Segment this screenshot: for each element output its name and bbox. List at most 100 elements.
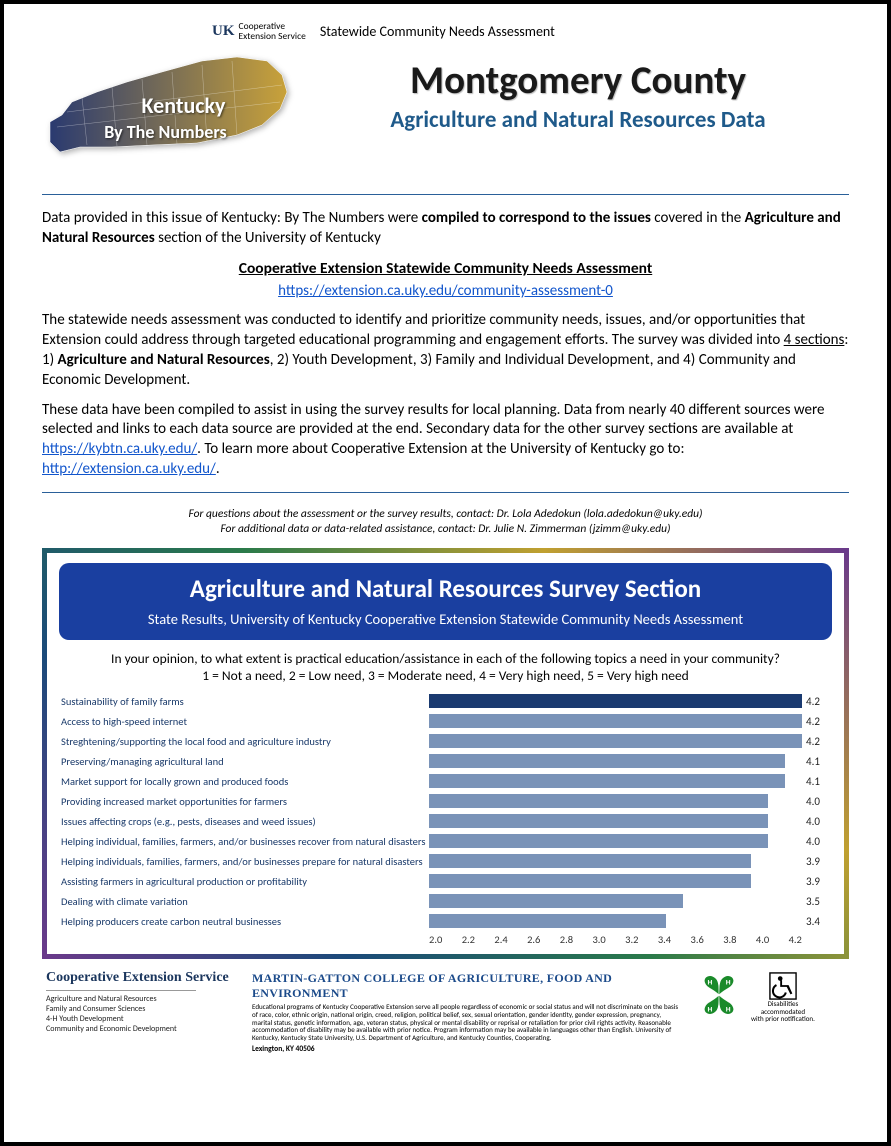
page-subtitle: Agriculture and Natural Resources Data <box>307 106 849 134</box>
footer-left-list: Agriculture and Natural ResourcesFamily … <box>46 994 236 1034</box>
chart-row: Helping individuals, families, farmers, … <box>59 853 832 870</box>
clover-icon: H H H H <box>695 971 743 1024</box>
county-title: Montgomery County <box>307 57 849 104</box>
chart-bar <box>429 914 666 928</box>
chart-bar <box>429 894 683 908</box>
assessment-link[interactable]: https://extension.ca.uky.edu/community-a… <box>278 282 613 300</box>
header-subtitle: Statewide Community Needs Assessment <box>320 23 555 40</box>
chart-row: Access to high-speed internet 4.2 <box>59 713 832 730</box>
axis-tick: 3.0 <box>592 933 605 946</box>
chart-bar-label: Helping individuals, families, farmers, … <box>59 855 429 868</box>
intro-p3: These data have been compiled to assist … <box>42 401 849 480</box>
footer-right: H H H H Disabilities accommodated with pri… <box>695 971 845 1024</box>
chart-bar <box>429 734 802 748</box>
chart-row: Dealing with climate variation 3.5 <box>59 893 832 910</box>
chart-x-axis: 2.02.22.42.62.83.03.23.43.63.84.04.2 <box>429 933 802 946</box>
axis-tick: 4.0 <box>756 933 769 946</box>
svg-text:H: H <box>707 1006 712 1013</box>
map-text-line1: Kentucky <box>142 92 226 119</box>
axis-tick: 3.8 <box>723 933 736 946</box>
divider <box>42 492 849 493</box>
map-text-line2: By The Numbers <box>104 121 226 143</box>
chart-row: Assisting farmers in agricultural produc… <box>59 873 832 890</box>
footer-mid-text: Educational programs of Kentucky Coopera… <box>252 1003 679 1042</box>
chart-bar <box>429 854 751 868</box>
survey-banner-sub: State Results, University of Kentucky Co… <box>71 610 820 628</box>
chart-bar-value: 4.0 <box>806 835 832 848</box>
chart-bar-label: Providing increased market opportunities… <box>59 795 429 808</box>
chart-row: Helping producers create carbon neutral … <box>59 913 832 930</box>
survey-bar-chart: Sustainability of family farms4.2Access … <box>59 693 832 930</box>
chart-bar-label: Assisting farmers in agricultural produc… <box>59 875 429 888</box>
chart-bar-value: 3.9 <box>806 875 832 888</box>
contact-block: For questions about the assessment or th… <box>42 507 849 538</box>
chart-bar-value: 4.1 <box>806 755 832 768</box>
chart-bar <box>429 834 768 848</box>
footer-list-item: Community and Economic Development <box>46 1024 236 1034</box>
kentucky-map-graphic: Kentucky By The Numbers <box>42 47 297 182</box>
divider <box>42 194 849 195</box>
chart-bar <box>429 794 768 808</box>
chart-row: Helping individual, families, farmers, a… <box>59 833 832 850</box>
assessment-title: Cooperative Extension Statewide Communit… <box>42 259 849 278</box>
axis-tick: 2.2 <box>462 933 475 946</box>
footer-mid-title: MARTIN-GATTON COLLEGE OF AGRICULTURE, FO… <box>252 971 679 1001</box>
svg-text:H: H <box>726 1006 731 1013</box>
chart-row: Streghtening/supporting the local food a… <box>59 733 832 750</box>
title-row: Kentucky By The Numbers Montgomery Count… <box>42 47 849 182</box>
uk-logo-text: Cooperative Extension Service <box>239 22 306 41</box>
footer-mid: MARTIN-GATTON COLLEGE OF AGRICULTURE, FO… <box>252 971 679 1054</box>
intro-p1: Data provided in this issue of Kentucky:… <box>42 209 849 249</box>
chart-bar <box>429 714 802 728</box>
chart-row: Preserving/managing agricultural land 4.1 <box>59 753 832 770</box>
uk-mark: UK <box>212 23 235 40</box>
chart-bar-value: 3.9 <box>806 855 832 868</box>
chart-row: Issues affecting crops (e.g., pests, dis… <box>59 813 832 830</box>
footer-list-item: Agriculture and Natural Resources <box>46 994 236 1004</box>
chart-bar-label: Streghtening/supporting the local food a… <box>59 735 429 748</box>
chart-bar-value: 4.0 <box>806 795 832 808</box>
uk-logo: UK Cooperative Extension Service <box>212 22 306 41</box>
footer-left: Cooperative Extension Service Agricultur… <box>46 971 236 1034</box>
survey-banner: Agriculture and Natural Resources Survey… <box>59 563 832 640</box>
axis-tick: 3.2 <box>625 933 638 946</box>
chart-bar-value: 4.2 <box>806 695 832 708</box>
axis-tick: 3.4 <box>658 933 671 946</box>
chart-bar <box>429 774 785 788</box>
intro-p2: The statewide needs assessment was condu… <box>42 311 849 390</box>
footer: Cooperative Extension Service Agricultur… <box>42 971 849 1054</box>
chart-row: Sustainability of family farms 4.2 <box>59 693 832 710</box>
chart-bar-value: 4.2 <box>806 735 832 748</box>
chart-bar-label: Helping individual, families, farmers, a… <box>59 835 429 848</box>
chart-bar <box>429 874 751 888</box>
axis-tick: 2.4 <box>494 933 507 946</box>
footer-left-title: Cooperative Extension Service <box>46 971 236 986</box>
chart-bar-value: 3.4 <box>806 915 832 928</box>
extension-link[interactable]: http://extension.ca.uky.edu/ <box>42 460 216 478</box>
chart-bar-value: 3.5 <box>806 895 832 908</box>
svg-text:H: H <box>726 979 731 986</box>
chart-bar-label: Sustainability of family farms <box>59 695 429 708</box>
axis-tick: 3.6 <box>691 933 704 946</box>
disability-accommodation: Disabilities accommodated with prior not… <box>751 972 815 1022</box>
survey-banner-title: Agriculture and Natural Resources Survey… <box>71 573 820 604</box>
chart-bar-label: Issues affecting crops (e.g., pests, dis… <box>59 815 429 828</box>
chart-bar-label: Preserving/managing agricultural land <box>59 755 429 768</box>
wheelchair-icon <box>769 972 797 1000</box>
chart-bar <box>429 694 802 708</box>
footer-mid-location: Lexington, KY 40506 <box>252 1045 679 1054</box>
chart-bar-value: 4.2 <box>806 715 832 728</box>
chart-bar <box>429 814 768 828</box>
footer-list-item: 4-H Youth Development <box>46 1014 236 1024</box>
svg-text:H: H <box>707 979 712 986</box>
chart-row: Providing increased market opportunities… <box>59 793 832 810</box>
chart-bar-label: Access to high-speed internet <box>59 715 429 728</box>
chart-bar-value: 4.1 <box>806 775 832 788</box>
chart-row: Market support for locally grown and pro… <box>59 773 832 790</box>
chart-bar-value: 4.0 <box>806 815 832 828</box>
axis-tick: 4.2 <box>789 933 802 946</box>
axis-tick: 2.0 <box>429 933 442 946</box>
kybtn-link[interactable]: https://kybtn.ca.uky.edu/ <box>42 440 197 458</box>
axis-tick: 2.6 <box>527 933 540 946</box>
chart-bar-label: Dealing with climate variation <box>59 895 429 908</box>
